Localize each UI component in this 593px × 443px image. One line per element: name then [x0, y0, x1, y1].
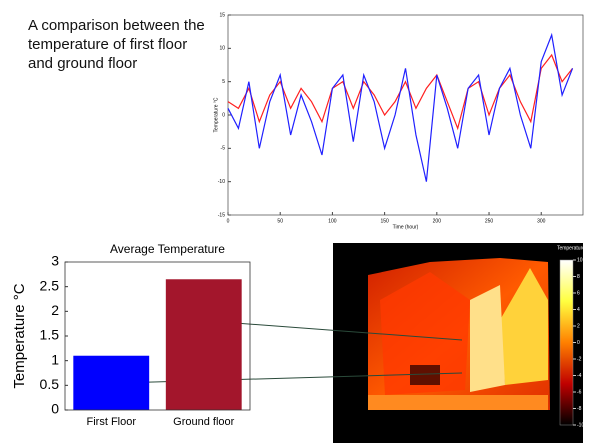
y-tick-label: 2.5 — [40, 277, 60, 293]
y-tick-label: 3 — [51, 253, 59, 269]
y-tick-label: -15 — [218, 212, 225, 218]
y-tick-label: 1.5 — [40, 327, 60, 343]
bar — [165, 279, 242, 410]
colorbar-tick-label: -4 — [577, 373, 582, 379]
chart-title: Average Temperature — [110, 242, 225, 256]
x-tick-label: 300 — [537, 218, 546, 224]
colorbar-tick-label: 0 — [577, 340, 580, 346]
y-axis-label: Temperature °C — [213, 97, 219, 132]
x-tick-label: Ground floor — [173, 416, 234, 428]
x-tick-label: 200 — [433, 218, 442, 224]
y-tick-label: 0 — [222, 112, 225, 118]
x-tick-label: 50 — [277, 218, 283, 224]
x-tick-label: 100 — [328, 218, 337, 224]
colorbar-tick-label: 10 — [577, 257, 583, 263]
plot-frame — [64, 261, 251, 411]
y-tick-label: 10 — [219, 46, 225, 52]
y-tick-label: -5 — [221, 146, 226, 152]
y-tick-label: 15 — [219, 12, 225, 18]
colorbar-tick-label: 2 — [577, 323, 580, 329]
bar — [73, 355, 150, 410]
x-tick-label: First Floor — [87, 416, 137, 428]
y-tick-label: 0.5 — [40, 376, 60, 392]
colorbar-tick-label: 4 — [577, 307, 580, 313]
y-tick-label: 2 — [51, 302, 59, 318]
plot-frame — [227, 14, 584, 216]
colorbar-tick-label: 6 — [577, 290, 580, 296]
x-tick-label: 150 — [380, 218, 389, 224]
colorbar-tick-label: -8 — [577, 406, 582, 412]
colorbar-tick-label: -10 — [577, 422, 584, 428]
line-series — [227, 32, 574, 182]
colorbar-tick-label: -6 — [577, 389, 582, 395]
y-axis-label: Temperature °C — [11, 283, 28, 388]
x-tick-label: 250 — [485, 218, 494, 224]
colorbar-tick-label: 8 — [577, 274, 580, 280]
y-tick-label: 1 — [51, 351, 59, 367]
y-tick-label: -10 — [218, 179, 225, 185]
colorbar-title: Temperature — [557, 245, 585, 251]
y-tick-label: 0 — [51, 401, 59, 417]
thermal-image — [333, 243, 583, 443]
y-tick-label: 5 — [222, 79, 225, 85]
x-axis-label: Time (hour) — [393, 224, 419, 230]
x-tick-label: 0 — [227, 218, 230, 224]
colorbar-tick-label: -2 — [577, 356, 582, 362]
caption: A comparison between the temperature of … — [28, 17, 205, 72]
